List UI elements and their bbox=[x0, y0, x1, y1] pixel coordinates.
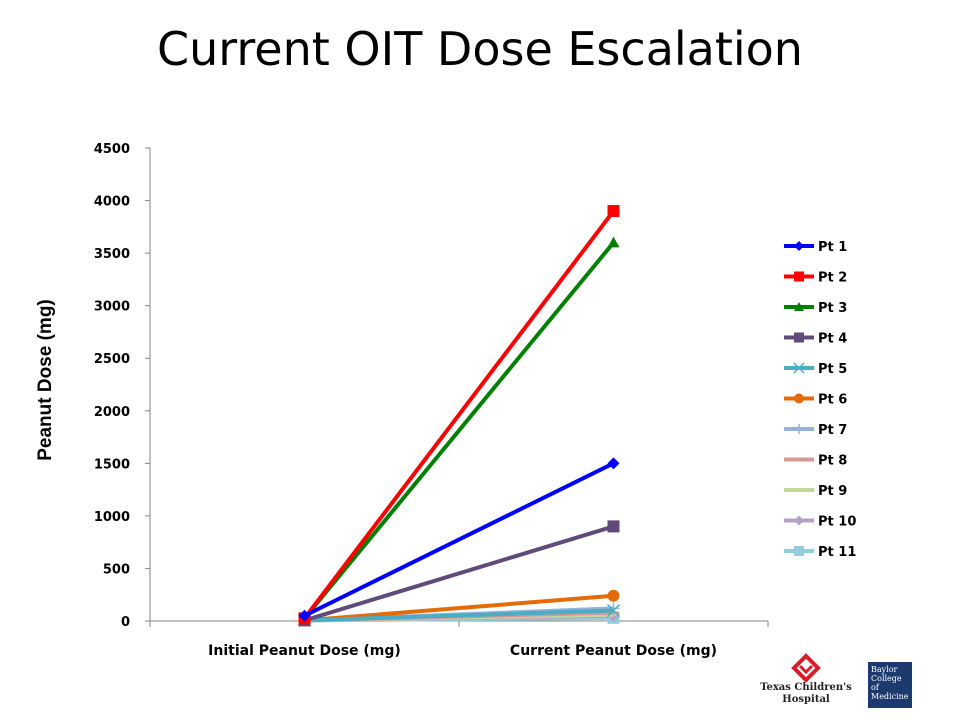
baylor-logo: Baylor College of Medicine bbox=[868, 662, 912, 708]
tch-line-1: Texas Children's bbox=[760, 682, 852, 693]
legend-swatch-marker bbox=[794, 271, 804, 282]
legend-item: Pt 8 bbox=[784, 454, 847, 469]
legend-swatch-marker bbox=[794, 302, 804, 311]
legend-swatch-marker bbox=[794, 424, 804, 434]
bcm-line-1: Baylor bbox=[871, 665, 898, 674]
y-tick-label: 1000 bbox=[94, 510, 130, 525]
legend-label: Pt 1 bbox=[818, 240, 847, 255]
legend-label: Pt 7 bbox=[818, 423, 847, 438]
y-tick-label: 0 bbox=[121, 615, 130, 630]
y-tick-label: 1500 bbox=[94, 457, 130, 472]
chart-axes: 0 500 1000 1500 2000 2500 3000 3500 4000 4500 Init… bbox=[94, 142, 769, 659]
legend-label: Pt 4 bbox=[818, 332, 847, 347]
legend-item: Pt 1 bbox=[784, 240, 847, 255]
legend-item: Pt 7 bbox=[784, 423, 847, 438]
y-tick-label: 2500 bbox=[94, 352, 130, 367]
legend-item: Pt 10 bbox=[784, 515, 856, 530]
y-tick-label: 4500 bbox=[94, 142, 130, 157]
y-tick-label: 4000 bbox=[94, 195, 130, 210]
data-point bbox=[607, 589, 620, 602]
legend-label: Pt 5 bbox=[818, 362, 847, 377]
series-line bbox=[304, 593, 614, 623]
legend-label: Pt 10 bbox=[818, 515, 856, 530]
x-tick-label: Current Peanut Dose (mg) bbox=[510, 643, 717, 659]
chart-legend: Pt 1 Pt 2 Pt 3 Pt 4 Pt 5 Pt 6 Pt 7 Pt 8 Pt 9 Pt 1… bbox=[784, 240, 856, 560]
legend-label: Pt 3 bbox=[818, 301, 847, 316]
series-line bbox=[302, 241, 616, 620]
x-tick-label: Initial Peanut Dose (mg) bbox=[208, 643, 401, 659]
legend-swatch-marker bbox=[794, 241, 804, 251]
texas-childrens-logo-text: Texas Children's Hospital bbox=[756, 682, 856, 706]
legend-label: Pt 6 bbox=[818, 393, 847, 408]
legend-item: Pt 3 bbox=[784, 301, 847, 316]
bcm-line-2: College of bbox=[871, 674, 902, 692]
series-pt-1 bbox=[298, 457, 620, 622]
series-pt-2 bbox=[298, 205, 620, 625]
data-point bbox=[607, 205, 620, 218]
data-point bbox=[298, 609, 311, 622]
y-axis-title: Peanut Dose (mg) bbox=[35, 299, 56, 461]
legend-item: Pt 11 bbox=[784, 545, 856, 560]
legend-label: Pt 2 bbox=[818, 271, 847, 286]
legend-item: Pt 6 bbox=[784, 393, 847, 408]
data-point bbox=[606, 603, 621, 618]
series-line bbox=[303, 461, 615, 618]
legend-item: Pt 9 bbox=[784, 484, 847, 499]
series-line bbox=[303, 524, 615, 623]
data-point bbox=[607, 520, 620, 533]
legend-swatch-marker bbox=[794, 515, 804, 526]
legend-swatch-marker bbox=[794, 546, 804, 556]
data-point bbox=[607, 236, 620, 248]
y-tick-label: 3000 bbox=[94, 300, 130, 315]
legend-swatch-marker bbox=[793, 362, 805, 374]
legend-label: Pt 8 bbox=[818, 454, 847, 469]
tch-line-2: Hospital bbox=[782, 694, 830, 705]
legend-label: Pt 9 bbox=[818, 484, 847, 499]
legend-item: Pt 5 bbox=[784, 362, 847, 377]
legend-item: Pt 4 bbox=[784, 332, 847, 347]
series-line bbox=[302, 209, 616, 620]
data-point bbox=[607, 457, 620, 470]
texas-childrens-logo bbox=[791, 653, 821, 683]
legend-label: Pt 11 bbox=[818, 545, 856, 560]
bcm-line-3: Medicine bbox=[871, 692, 909, 701]
legend-swatch-marker bbox=[794, 332, 804, 343]
series-layer bbox=[297, 205, 621, 627]
legend-swatch-marker bbox=[794, 393, 804, 404]
y-tick-label: 2000 bbox=[94, 405, 130, 420]
series-line bbox=[304, 608, 614, 623]
y-tick-label: 500 bbox=[103, 562, 130, 577]
legend-item: Pt 2 bbox=[784, 271, 847, 286]
y-tick-label: 3500 bbox=[94, 247, 130, 262]
slide-title: Current OIT Dose Escalation bbox=[157, 22, 803, 76]
